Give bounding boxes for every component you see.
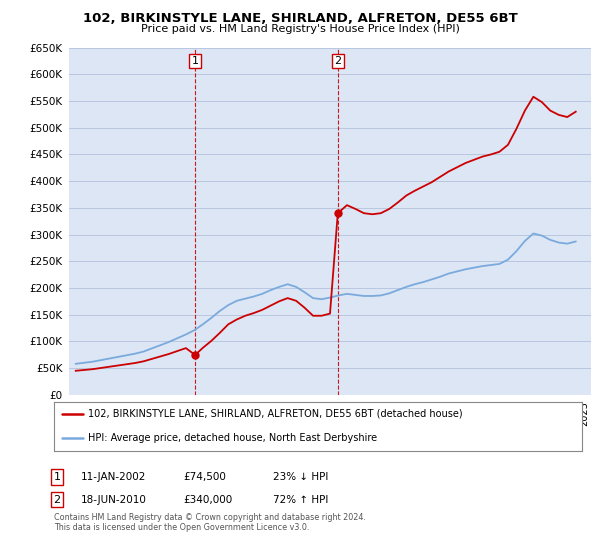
Text: This data is licensed under the Open Government Licence v3.0.: This data is licensed under the Open Gov… xyxy=(54,523,310,532)
Text: £340,000: £340,000 xyxy=(183,494,232,505)
Text: 1: 1 xyxy=(53,472,61,482)
Text: Price paid vs. HM Land Registry's House Price Index (HPI): Price paid vs. HM Land Registry's House … xyxy=(140,24,460,34)
Text: 2: 2 xyxy=(334,56,341,66)
Text: 102, BIRKINSTYLE LANE, SHIRLAND, ALFRETON, DE55 6BT: 102, BIRKINSTYLE LANE, SHIRLAND, ALFRETO… xyxy=(83,12,517,25)
Text: 23% ↓ HPI: 23% ↓ HPI xyxy=(273,472,328,482)
Text: 2: 2 xyxy=(53,494,61,505)
Text: £74,500: £74,500 xyxy=(183,472,226,482)
Text: 18-JUN-2010: 18-JUN-2010 xyxy=(81,494,147,505)
Text: 1: 1 xyxy=(191,56,199,66)
Text: HPI: Average price, detached house, North East Derbyshire: HPI: Average price, detached house, Nort… xyxy=(88,433,377,444)
Text: Contains HM Land Registry data © Crown copyright and database right 2024.: Contains HM Land Registry data © Crown c… xyxy=(54,513,366,522)
Text: 72% ↑ HPI: 72% ↑ HPI xyxy=(273,494,328,505)
Text: 102, BIRKINSTYLE LANE, SHIRLAND, ALFRETON, DE55 6BT (detached house): 102, BIRKINSTYLE LANE, SHIRLAND, ALFRETO… xyxy=(88,409,463,419)
Text: 11-JAN-2002: 11-JAN-2002 xyxy=(81,472,146,482)
